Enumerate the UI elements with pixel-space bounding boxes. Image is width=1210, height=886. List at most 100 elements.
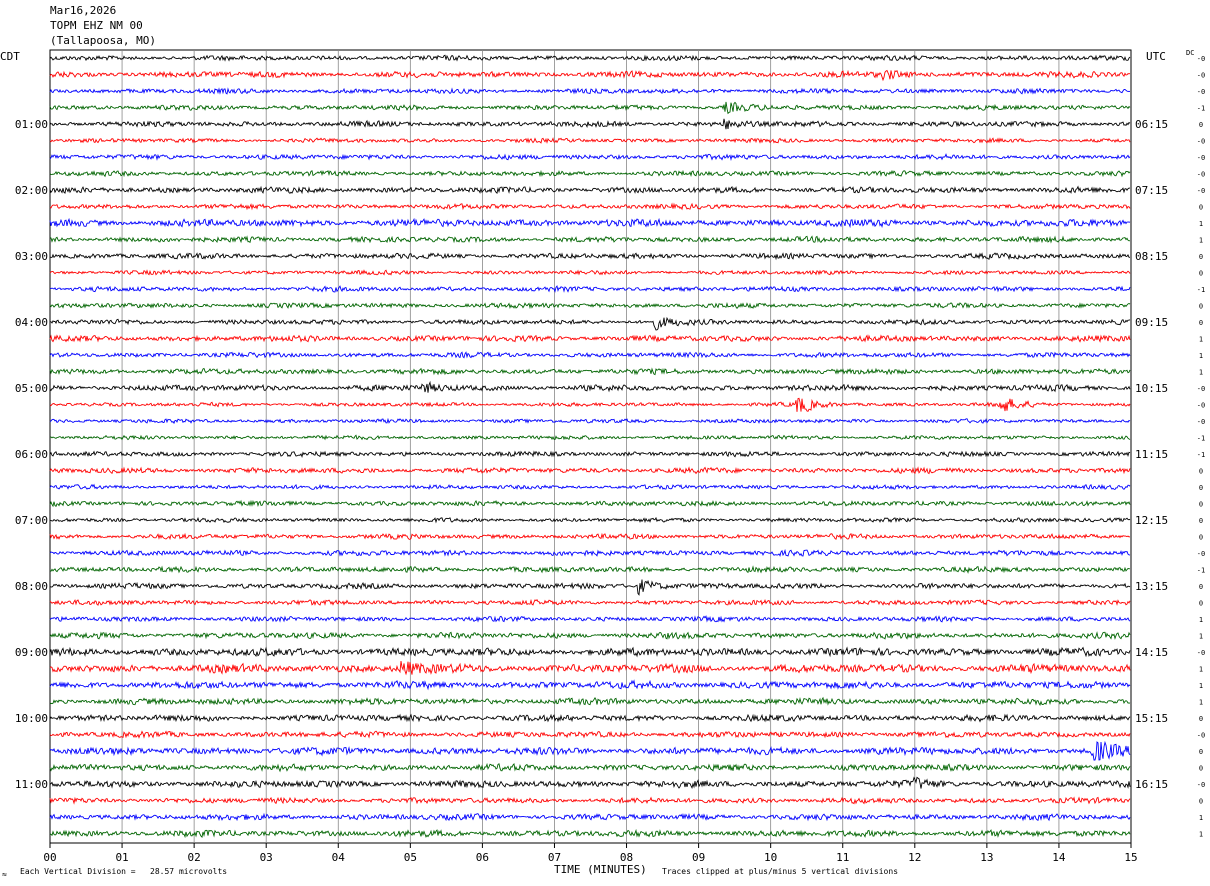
trace-8 bbox=[49, 169, 1131, 178]
x-axis-title: TIME (MINUTES) bbox=[554, 863, 647, 876]
trace-4 bbox=[49, 101, 1131, 115]
dc-offset-label: -0 bbox=[1197, 72, 1205, 80]
left-hour-label: 03:00 bbox=[15, 250, 48, 263]
trace-41 bbox=[49, 713, 1131, 723]
trace-40 bbox=[49, 696, 1131, 707]
trace-32 bbox=[49, 565, 1131, 574]
trace-6 bbox=[49, 137, 1131, 144]
right-hour-label: 07:15 bbox=[1135, 184, 1168, 197]
x-tick-label: 10 bbox=[764, 851, 777, 864]
dc-offset-label: 0 bbox=[1199, 583, 1203, 591]
dc-offset-label: 1 bbox=[1199, 352, 1203, 360]
trace-42 bbox=[49, 730, 1131, 739]
trace-28 bbox=[49, 499, 1131, 508]
trace-15 bbox=[49, 285, 1131, 293]
trace-45 bbox=[49, 776, 1131, 790]
dc-offset-label: -1 bbox=[1197, 435, 1205, 443]
trace-3 bbox=[49, 87, 1131, 95]
trace-14 bbox=[49, 269, 1131, 276]
dc-offset-label: 1 bbox=[1199, 369, 1203, 377]
footer-clip-text: Traces clipped at plus/minus 5 vertical … bbox=[662, 867, 899, 876]
left-hour-label: 06:00 bbox=[15, 448, 48, 461]
right-hour-label: 15:15 bbox=[1135, 712, 1168, 725]
x-tick-label: 01 bbox=[115, 851, 128, 864]
dc-offset-label: 0 bbox=[1199, 484, 1203, 492]
x-tick-label: 05 bbox=[404, 851, 417, 864]
dc-offset-label: 0 bbox=[1199, 468, 1203, 476]
footer-scale-text: Each Vertical Division = 28.57 microvolt… bbox=[20, 867, 228, 876]
dc-offset-label: 1 bbox=[1199, 336, 1203, 344]
dc-offset-label: 1 bbox=[1199, 616, 1203, 624]
trace-39 bbox=[49, 679, 1131, 691]
trace-25 bbox=[49, 450, 1131, 458]
x-tick-label: 12 bbox=[908, 851, 921, 864]
x-tick-label: 08 bbox=[620, 851, 633, 864]
left-hour-label: 05:00 bbox=[15, 382, 48, 395]
dc-offset-label: -1 bbox=[1197, 105, 1205, 113]
trace-17 bbox=[49, 316, 1131, 331]
right-hour-label: 16:15 bbox=[1135, 778, 1168, 791]
dc-offset-label: 1 bbox=[1199, 220, 1203, 228]
trace-38 bbox=[49, 660, 1131, 676]
dc-offset-label: 0 bbox=[1199, 501, 1203, 509]
trace-43 bbox=[49, 740, 1131, 761]
trace-10 bbox=[49, 202, 1131, 211]
left-hour-label: 01:00 bbox=[15, 118, 48, 131]
trace-26 bbox=[49, 466, 1131, 475]
right-hour-label: 08:15 bbox=[1135, 250, 1168, 263]
left-hour-label: 09:00 bbox=[15, 646, 48, 659]
dc-offset-label: -0 bbox=[1197, 732, 1205, 740]
left-hour-label: 10:00 bbox=[15, 712, 48, 725]
header-location: (Tallapoosa, MO) bbox=[50, 34, 156, 47]
trace-16 bbox=[49, 301, 1131, 310]
dc-offset-label: 0 bbox=[1199, 319, 1203, 327]
left-hour-label: 04:00 bbox=[15, 316, 48, 329]
dc-offset-label: 1 bbox=[1199, 682, 1203, 690]
trace-13 bbox=[49, 252, 1131, 261]
x-tick-label: 00 bbox=[43, 851, 56, 864]
dc-offset-label: -0 bbox=[1197, 550, 1205, 558]
dc-offset-label: 1 bbox=[1199, 633, 1203, 641]
trace-46 bbox=[49, 796, 1131, 805]
dc-offset-label: -0 bbox=[1197, 781, 1205, 789]
trace-33 bbox=[49, 579, 1131, 596]
trace-2 bbox=[49, 69, 1131, 82]
trace-29 bbox=[49, 516, 1131, 524]
dc-offset-label: 1 bbox=[1199, 237, 1203, 245]
trace-48 bbox=[49, 828, 1131, 839]
right-hour-label: 10:15 bbox=[1135, 382, 1168, 395]
timezone-right-label: UTC bbox=[1146, 50, 1166, 63]
x-tick-label: 11 bbox=[836, 851, 849, 864]
dc-offset-label: 1 bbox=[1199, 699, 1203, 707]
x-tick-label: 13 bbox=[980, 851, 993, 864]
header-station: TOPM EHZ NM 00 bbox=[50, 19, 143, 32]
left-hour-label: 07:00 bbox=[15, 514, 48, 527]
trace-18 bbox=[49, 334, 1131, 343]
trace-27 bbox=[49, 483, 1131, 491]
trace-7 bbox=[49, 153, 1131, 161]
dc-offset-label: -0 bbox=[1197, 649, 1205, 657]
trace-22 bbox=[49, 397, 1131, 412]
dc-offset-label: 0 bbox=[1199, 253, 1203, 261]
x-tick-label: 09 bbox=[692, 851, 705, 864]
x-tick-label: 04 bbox=[332, 851, 346, 864]
trace-31 bbox=[49, 548, 1131, 557]
x-tick-label: 03 bbox=[260, 851, 273, 864]
trace-24 bbox=[49, 434, 1131, 441]
dc-offset-label: -1 bbox=[1197, 286, 1205, 294]
right-hour-label: 06:15 bbox=[1135, 118, 1168, 131]
right-hour-label: 09:15 bbox=[1135, 316, 1168, 329]
dc-offset-label: 0 bbox=[1199, 715, 1203, 723]
trace-44 bbox=[49, 762, 1131, 773]
trace-35 bbox=[49, 615, 1131, 623]
left-hour-label: 02:00 bbox=[15, 184, 48, 197]
trace-1 bbox=[49, 54, 1131, 62]
dc-offset-label: -1 bbox=[1197, 567, 1205, 575]
dc-offset-label: -0 bbox=[1197, 418, 1205, 426]
trace-11 bbox=[49, 217, 1131, 229]
dc-offset-label: 0 bbox=[1199, 121, 1203, 129]
trace-9 bbox=[49, 185, 1131, 195]
x-tick-label: 15 bbox=[1124, 851, 1137, 864]
trace-30 bbox=[49, 532, 1131, 541]
